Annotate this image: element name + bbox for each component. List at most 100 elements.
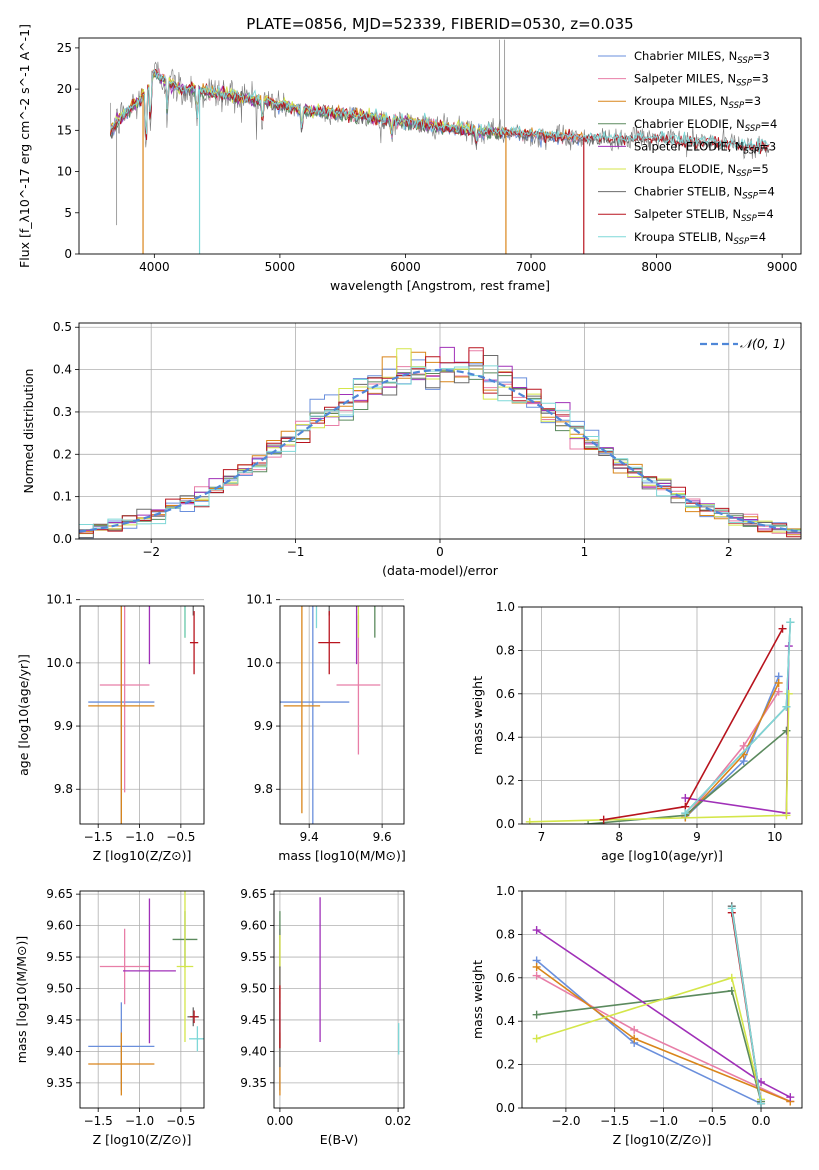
weight-series-chabrier-elodie	[532, 986, 766, 1106]
legend-label-salpeter-elodie: Salpeter ELODIE, NSSP=3	[634, 139, 776, 156]
axes-frame	[79, 890, 205, 1109]
legend-label-suffix: =3	[752, 72, 769, 86]
plot-area-age_vs_Z	[88, 606, 199, 824]
weight-series-chabrier-stelib	[681, 618, 795, 818]
legend-label-main: Kroupa STELIB, N	[634, 230, 734, 244]
axes-mass_vs_ebv: 0.00 0.02 9.35 9.40 9.45 9.50 9.55 9.60 9.65 E(B-…	[240, 887, 411, 1147]
errorbar-point-kroupa-miles	[88, 606, 155, 824]
axes-frame	[79, 605, 205, 825]
weight-line	[529, 693, 790, 823]
y-tick-label: 0.2	[53, 447, 72, 461]
legend-label-salpeter-miles: Salpeter MILES, NSSP=3	[634, 72, 769, 89]
y-axis-label: Normed distribution	[21, 369, 36, 494]
weight-line	[536, 976, 762, 1100]
plot-area-residuals	[79, 346, 801, 539]
y-tick-label: 10.0	[46, 656, 73, 670]
weight-line	[536, 959, 762, 1105]
legend-label-main: Salpeter ELODIE, N	[634, 139, 744, 153]
weight-series-salpeter-elodie	[681, 642, 793, 818]
errorbar-point-chabrier-elodie	[374, 606, 376, 638]
y-tick-label: 0.0	[496, 1101, 515, 1115]
y-tick-label: 0.2	[496, 774, 515, 788]
observed-spectrum-line	[110, 61, 767, 160]
x-tick-label: 0.02	[385, 1114, 412, 1128]
y-tick-label: 15	[57, 123, 72, 137]
spectrum-model-line-chabrier-stelib	[109, 70, 770, 154]
x-axis-label: Z [log10(Z/Z⊙)]	[93, 848, 192, 863]
x-tick-label: 10	[767, 830, 782, 844]
axes-frame	[521, 890, 803, 1109]
x-tick-label: −1.5	[84, 1114, 113, 1128]
y-axis-label: mass weight	[470, 960, 485, 1039]
legend-label-suffix: =3	[759, 139, 776, 153]
legend-label-subscript: SSP	[729, 101, 745, 111]
x-tick-label: 0	[436, 545, 444, 559]
legend-label-salpeter-stelib: Salpeter STELIB, NSSP=4	[634, 207, 774, 224]
legend-label-subscript: SSP	[734, 237, 750, 247]
plot-area-spectrum	[109, 39, 770, 254]
errorbar-point-kroupa-elodie	[176, 891, 194, 1042]
errorbar-point-salpeter-miles	[99, 606, 150, 793]
weight-line	[536, 989, 762, 1102]
y-tick-label: 10	[57, 165, 72, 179]
errorbar-point-chabrier-stelib	[328, 606, 330, 616]
legend-label-chabrier-miles: Chabrier MILES, NSSP=3	[634, 49, 770, 66]
x-tick-label: 9000	[767, 260, 798, 274]
axes-frame	[273, 890, 405, 1109]
weight-line	[684, 676, 780, 819]
plot-area-age_vs_mass	[280, 606, 381, 824]
x-tick-label: 8	[615, 830, 623, 844]
y-tick-label: 9.55	[46, 950, 73, 964]
x-axis-label: E(B-V)	[320, 1132, 359, 1147]
axes-age_vs_Z: −1.5 −1.0 −0.5 9.8 9.9 10.0 10.1 Z [log10(Z/Z⊙)…	[16, 593, 205, 863]
y-tick-label: 0.2	[496, 1058, 515, 1072]
legend-label-suffix: =3	[744, 94, 761, 108]
x-tick-label: 9	[693, 830, 701, 844]
x-axis-label: wavelength [Angstrom, rest frame]	[330, 278, 550, 293]
y-tick-label: 9.65	[46, 887, 73, 901]
errorbar-point-kroupa-miles	[283, 606, 321, 814]
x-tick-label: −0.5	[166, 1114, 195, 1128]
spectrum-legend: Chabrier MILES, NSSP=3 Salpeter MILES, NS…	[598, 49, 777, 247]
weight-series-kroupa-miles	[532, 962, 795, 1106]
legend-label-main: Kroupa MILES, N	[634, 94, 729, 108]
axes-mass_vs_Z: −1.5 −1.0 −0.5 9.35 9.40 9.45 9.50 9.55 9.60 9.65…	[14, 887, 205, 1147]
y-tick-label: 9.9	[254, 719, 273, 733]
legend-label-suffix: =5	[752, 162, 769, 176]
legend-label-main: Chabrier STELIB, N	[634, 185, 742, 199]
x-tick-label: −0.5	[166, 830, 195, 844]
weight-series-kroupa-stelib	[727, 904, 766, 1108]
y-tick-label: 0.4	[53, 363, 72, 377]
y-tick-label: 0.1	[53, 490, 72, 504]
x-tick-label: 8000	[641, 260, 672, 274]
y-tick-label: 0	[64, 247, 72, 261]
x-axis-label: age [log10(age/yr)]	[601, 848, 723, 863]
axes-weight_vs_age: 7 8 9 10 0.0 0.2 0.4 0.6 0.8 1.0 age [log10(age/yr…	[470, 600, 803, 863]
x-tick-label: −1	[287, 545, 305, 559]
x-tick-label: −2	[142, 545, 160, 559]
y-tick-label: 9.35	[240, 1076, 267, 1090]
errorbar-point-kroupa-stelib	[184, 606, 186, 638]
legend-label-subscript: SSP	[741, 214, 757, 224]
errorbar-point-salpeter-elodie	[122, 898, 176, 1044]
errorbar-point-kroupa-stelib	[315, 606, 318, 629]
y-tick-label: 0.0	[53, 532, 72, 546]
x-tick-label: −0.5	[698, 1114, 727, 1128]
y-tick-label: 0.8	[496, 643, 515, 657]
figure-title: PLATE=0856, MJD=52339, FIBERID=0530, z=0…	[246, 15, 633, 33]
x-tick-label: 5000	[265, 260, 296, 274]
x-axis-label: Z [log10(Z/Z⊙)]	[613, 1132, 712, 1147]
y-tick-label: 9.40	[46, 1044, 73, 1058]
weight-line	[685, 646, 790, 815]
errorbar-point-kroupa-miles	[88, 1032, 155, 1096]
axes-residuals: −2 −1 0 1 2 0.0 0.1 0.2 0.3 0.4 0.5 (data-model)/er…	[21, 320, 802, 578]
y-tick-label: 5	[64, 206, 72, 220]
weight-line	[603, 628, 784, 821]
spectrum-model-line-kroupa-stelib	[109, 68, 770, 155]
errorbar-point-salpeter-stelib	[189, 611, 199, 675]
errorbar-point-salpeter-miles	[99, 928, 150, 1005]
legend-label-kroupa-miles: Kroupa MILES, NSSP=3	[634, 94, 761, 111]
histogram-step-kroupa-stelib	[79, 365, 801, 539]
y-axis-label: mass [log10(M/M⊙)]	[14, 936, 29, 1064]
